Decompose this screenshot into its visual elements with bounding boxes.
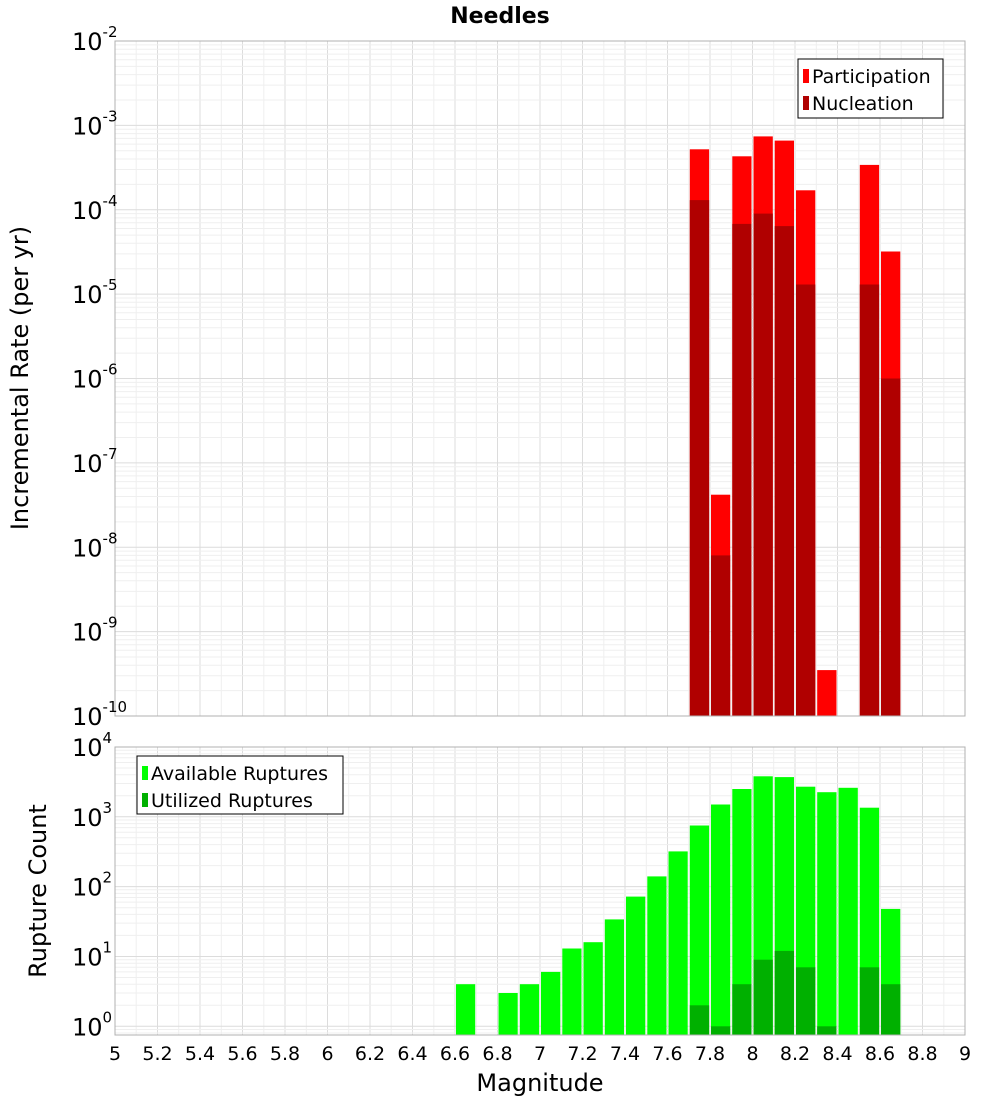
y-tick-label: 10-6 [72,361,118,394]
nucleation-bar [881,378,901,716]
chart-title: Needles [450,4,550,29]
rate-legend: Participation Nucleation [797,58,944,119]
available-bar [817,792,837,1035]
utilized-bar [732,984,752,1035]
available-bar [732,789,752,1035]
available-bar [541,971,561,1035]
utilized-bar [689,1005,710,1035]
x-tick-label: 8 [746,1043,758,1065]
y-tick-label: 10-7 [72,445,118,478]
rate-plot-frame [114,40,966,717]
x-tick-label: 6 [321,1043,333,1065]
available-bar [668,851,688,1035]
count-y-axis-label: Rupture Count [24,804,52,978]
x-tick-label: 7.2 [567,1043,597,1065]
y-tick-label: 104 [72,729,112,762]
legend-swatch [142,766,148,780]
available-bar [519,984,540,1035]
x-tick-label: 6.6 [440,1043,470,1065]
utilized-bar [881,984,901,1035]
y-tick-label: 10-8 [72,529,118,562]
legend-label: Participation [812,66,931,88]
y-tick-label: 10-2 [72,23,118,56]
y-tick-label: 10-4 [72,192,118,225]
legend-label: Utilized Ruptures [151,790,313,812]
x-tick-label: 7 [534,1043,546,1065]
utilized-bar [774,950,794,1035]
legend-swatch [803,69,809,83]
available-bar [583,942,603,1035]
nucleation-bar [774,226,794,716]
legend-label: Available Ruptures [151,763,328,785]
x-tick-label: 9 [959,1043,971,1065]
available-bar [562,948,582,1035]
nucleation-bar [859,284,880,716]
participation-bar [817,670,837,716]
count-plot-y-ticks: 104 103 102 101 100 [72,729,112,1041]
utilized-bar [817,1026,837,1035]
available-bar [647,876,667,1035]
y-tick-label: 102 [72,869,112,902]
y-tick-label: 100 [72,1008,112,1041]
available-bar [689,825,710,1035]
legend-box [136,755,344,815]
nucleation-bar [753,213,773,716]
count-plot: 104 103 102 101 100 5 5.2 5.4 5.6 5.8 6 6.2 6.4 6.6 6… [24,729,971,1097]
available-bar [838,787,858,1035]
available-bar [711,804,731,1035]
x-tick-label: 6.2 [355,1043,385,1065]
rate-y-axis-label: Incremental Rate (per yr) [6,226,34,530]
nucleation-bar [689,200,710,717]
available-bar [604,919,624,1035]
utilized-bar [753,959,773,1035]
x-tick-label: 8.6 [865,1043,895,1065]
count-plot-bars [456,776,901,1035]
rate-plot: 10-2 10-3 10-4 10-5 10-6 10-7 10-8 10-9 10-10 Ne… [6,4,966,731]
x-tick-label: 5.2 [142,1043,172,1065]
count-legend: Available Ruptures Utilized Ruptures [136,755,344,815]
x-tick-label: 5.6 [227,1043,257,1065]
rate-plot-bars [689,136,901,717]
x-axis-ticks: 5 5.2 5.4 5.6 5.8 6 6.2 6.4 6.6 6.8 7 7.2 7.4 7.6 7.8 8… [109,1043,971,1065]
x-tick-label: 5.4 [185,1043,215,1065]
utilized-bar [859,967,880,1035]
legend-swatch [803,96,809,110]
rate-plot-y-ticks: 10-2 10-3 10-4 10-5 10-6 10-7 10-8 10-9 10-10 [72,23,127,731]
utilized-bar [796,967,816,1035]
count-plot-frame [114,746,966,1036]
y-tick-label: 101 [72,939,112,972]
rate-plot-grid [114,41,966,717]
x-tick-label: 5 [109,1043,121,1065]
x-tick-label: 7.6 [652,1043,682,1065]
x-tick-label: 8.2 [780,1043,810,1065]
x-axis-label: Magnitude [476,1069,603,1097]
y-tick-label: 10-9 [72,614,118,647]
y-tick-label: 10-3 [72,107,118,140]
nucleation-bar [796,284,816,716]
x-tick-label: 5.8 [270,1043,300,1065]
y-tick-label: 10-10 [72,698,127,731]
y-tick-label: 10-5 [72,276,118,309]
utilized-bar [711,1026,731,1035]
x-tick-label: 6.8 [482,1043,512,1065]
legend-swatch [142,793,148,807]
available-bar [498,993,518,1035]
x-tick-label: 6.4 [397,1043,427,1065]
nucleation-bar [732,223,752,716]
legend-box [797,58,944,119]
available-bar [456,984,476,1035]
x-tick-label: 7.4 [610,1043,640,1065]
y-tick-label: 103 [72,799,112,832]
available-bar [626,896,646,1035]
legend-label: Nucleation [812,93,914,115]
nucleation-bar [711,555,731,716]
x-tick-label: 8.8 [907,1043,937,1065]
x-tick-label: 7.8 [695,1043,725,1065]
x-tick-label: 8.4 [822,1043,852,1065]
